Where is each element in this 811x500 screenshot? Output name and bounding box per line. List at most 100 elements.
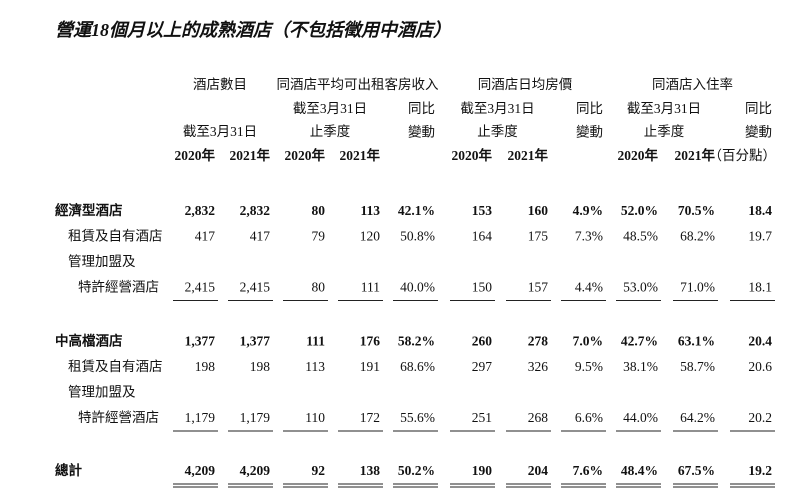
cell: 63.1% [678,334,715,349]
cell: 38.1% [623,359,658,374]
cell: 92 [312,463,326,478]
cell: 67.5% [678,463,715,478]
cell: 172 [360,410,380,425]
cell: 1,179 [240,410,271,425]
row-label: 特許經營酒店 [78,410,159,425]
row-label: 管理加盟及 [68,385,136,400]
cell: 58.2% [398,334,435,349]
cell: 198 [195,359,216,374]
year-label: 2020年 [452,147,493,163]
year-label: 2021年 [230,147,271,163]
cell: 7.3% [575,229,603,244]
cell: 48.5% [623,229,658,244]
cell: 204 [528,463,549,478]
cell: 251 [472,410,492,425]
row-label: 特許經營酒店 [78,280,159,295]
change-label: 同比 [745,101,772,116]
change-label: 變動 [576,125,603,140]
cell: 44.0% [623,410,658,425]
cell: 4.9% [573,203,603,218]
cell: 120 [360,229,381,244]
cell: 7.0% [573,334,603,349]
cell: 198 [250,359,271,374]
cell: 20.4 [748,334,772,349]
cell: 1,179 [185,410,216,425]
cell: 7.6% [573,463,603,478]
cell: 417 [195,229,216,244]
total-label: 總計 [55,462,82,478]
change-label: 同比 [408,101,435,116]
period-label: 截至3月31日 [293,101,367,116]
cell: 297 [472,359,493,374]
year-label: 2020年 [175,147,216,163]
period-label: 截至3月31日 [183,124,257,139]
cell: 20.2 [748,410,772,425]
year-label: 2021年 [675,147,716,163]
cell: 4,209 [185,463,216,478]
cell: 55.6% [400,410,435,425]
cell: 53.0% [623,280,658,295]
cell: 113 [305,359,325,374]
cell: 111 [306,334,325,349]
cell: 326 [528,359,549,374]
cell: 58.7% [680,359,715,374]
change-label: 變動 [408,125,435,140]
year-label: 2020年 [618,147,659,163]
cell: 20.6 [748,359,772,374]
row-label: 管理加盟及 [68,254,136,269]
cell: 138 [360,463,381,478]
cell: 71.0% [680,280,715,295]
cell: 2,832 [185,203,216,218]
section-label: 經濟型酒店 [55,202,123,218]
cell: 18.1 [748,280,772,295]
change-label: （百分點） [709,148,777,163]
period-label: 止季度 [644,124,685,139]
period-label: 止季度 [477,124,518,139]
group-title: 同酒店平均可出租客房收入 [277,76,439,92]
cell: 4,209 [240,463,271,478]
cell: 80 [312,203,326,218]
period-label: 截至3月31日 [460,101,534,116]
cell: 40.0% [400,280,435,295]
cell: 278 [528,334,549,349]
change-label: 同比 [576,101,603,116]
change-label: 變動 [745,125,772,140]
group-title: 酒店數目 [193,77,247,92]
cell: 2,415 [185,280,216,295]
cell: 153 [472,203,493,218]
cell: 52.0% [621,203,658,218]
cell: 1,377 [240,334,271,349]
cell: 64.2% [680,410,715,425]
period-label: 止季度 [310,124,351,139]
cell: 50.2% [398,463,435,478]
cell: 157 [528,280,549,295]
year-label: 2021年 [508,147,549,163]
cell: 50.8% [400,229,435,244]
cell: 191 [360,359,380,374]
cell: 80 [312,280,326,295]
cell: 176 [360,334,381,349]
cell: 4.4% [575,280,603,295]
period-label: 截至3月31日 [627,101,701,116]
cell: 160 [528,203,549,218]
cell: 110 [305,410,325,425]
cell: 42.7% [621,334,658,349]
cell: 68.6% [400,359,435,374]
cell: 6.6% [575,410,603,425]
group-title: 同酒店日均房價 [478,77,573,92]
cell: 2,415 [240,280,271,295]
cell: 48.4% [621,463,658,478]
cell: 164 [472,229,493,244]
cell: 175 [528,229,549,244]
cell: 2,832 [240,203,271,218]
cell: 417 [250,229,271,244]
cell: 19.2 [748,463,772,478]
cell: 190 [472,463,493,478]
cell: 42.1% [398,203,435,218]
title: 營運18個月以上的成熟酒店（不包括徵用中酒店） [55,20,451,40]
cell: 18.4 [748,203,772,218]
cell: 68.2% [680,229,715,244]
row-label: 租賃及自有酒店 [68,359,163,374]
cell: 79 [312,229,326,244]
